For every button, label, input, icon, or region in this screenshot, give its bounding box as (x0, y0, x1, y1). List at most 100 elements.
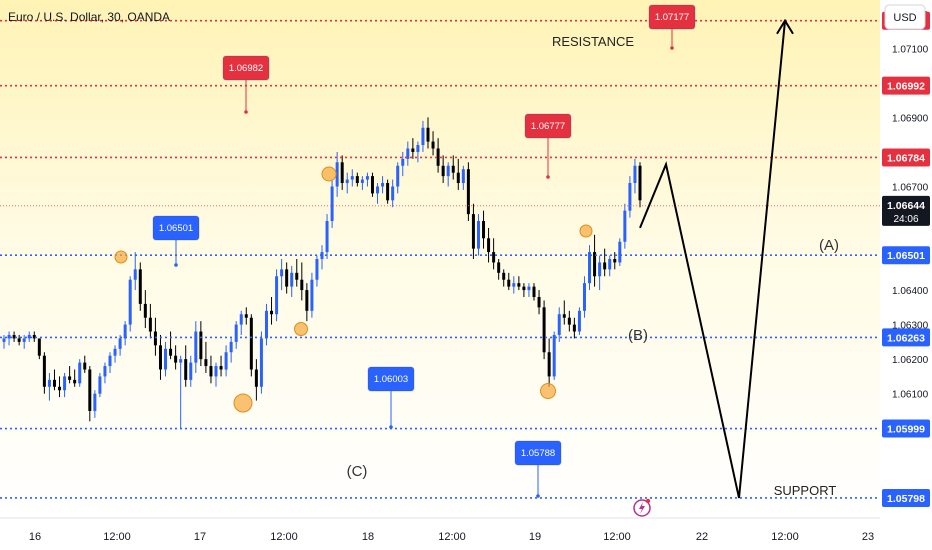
time-tick-label: 17 (194, 531, 206, 543)
price-level-tag-label: 1.06784 (887, 152, 925, 164)
candle-body (482, 221, 486, 239)
price-level-tag (882, 419, 930, 438)
candle-body (52, 379, 56, 387)
candle-body (199, 331, 203, 360)
wave-a-label: (A) (819, 237, 839, 254)
candle-body (451, 165, 455, 173)
time-axis[interactable]: 16 12:00 17 12:00 18 12:00 19 12:00 22 12:00 23 (0, 517, 932, 550)
candle-body (219, 366, 223, 370)
candle-body (386, 183, 390, 201)
candle-body (633, 165, 637, 184)
swing-markers (114, 166, 593, 413)
price-level-tag-label: 1.06992 (887, 81, 925, 93)
price-level-tag (882, 246, 930, 265)
candle-body (78, 362, 82, 384)
candle-body (27, 334, 31, 339)
candle-body (360, 179, 364, 184)
candle-body (411, 148, 415, 152)
candle-body (7, 334, 11, 339)
price-tick-label: 1.06200 (892, 355, 929, 366)
price-axis[interactable]: 1.060001.061001.062001.063001.064001.065… (880, 0, 932, 518)
swing-marker (321, 166, 337, 182)
candle-body (582, 283, 586, 311)
price-level-tag (882, 488, 930, 507)
price-tick-label: 1.06300 (892, 321, 929, 332)
candle-body (517, 283, 521, 287)
candle-body (249, 317, 253, 370)
time-tick-label: 12:00 (270, 531, 298, 543)
candle-body (547, 352, 551, 377)
price-level-tag-label: 1.05798 (887, 493, 925, 505)
price-tick-label: 1.06900 (892, 113, 929, 124)
price-level-tag-label: 1.05999 (887, 424, 925, 436)
price-level-tag (882, 148, 930, 167)
price-callout-label: 1.06003 (374, 374, 408, 385)
candle-body (532, 286, 536, 297)
time-tick-label: 12:00 (438, 531, 466, 543)
candle-body (512, 283, 516, 287)
candle-body (63, 376, 67, 391)
candle-body (93, 393, 97, 411)
price-callout (514, 440, 562, 466)
candle-body (557, 314, 561, 335)
candle-body (280, 269, 284, 277)
swing-marker (114, 250, 128, 264)
candle-body (401, 158, 405, 166)
candle-body (350, 176, 354, 180)
candle-body (128, 279, 132, 325)
candle-body (179, 359, 183, 363)
resistance-label: RESISTANCE (552, 34, 634, 49)
candle-body (184, 359, 188, 380)
candle-body (42, 355, 46, 387)
candle-body (562, 314, 566, 318)
callout-anchor (546, 175, 550, 179)
candle-body (325, 221, 329, 253)
price-callout-label: 1.05788 (521, 448, 555, 459)
wave-b-label: (B) (628, 327, 648, 344)
time-tick-label: 18 (362, 531, 374, 543)
price-tick-label: 1.06100 (892, 390, 929, 401)
lightning-icon[interactable] (633, 498, 651, 517)
price-level-tag-label: 1.06501 (887, 250, 925, 262)
swing-marker (294, 322, 308, 336)
projection-layer (639, 18, 794, 499)
callout-anchor (670, 46, 674, 50)
price-callout-label: 1.06777 (531, 121, 565, 132)
candle-body (270, 310, 274, 315)
candle-body (613, 259, 617, 263)
candle-body (244, 314, 248, 318)
candle-body (133, 269, 137, 280)
candle-body (310, 279, 314, 311)
candle-body (17, 338, 21, 342)
callout-anchor (389, 425, 393, 429)
candle-body (285, 269, 289, 287)
candle-body (194, 331, 198, 363)
candle-body (315, 259, 319, 280)
levels-layer (0, 19, 880, 499)
time-tick-label: 12:00 (603, 531, 631, 543)
countdown-label: 24:06 (893, 214, 918, 225)
current-price-label: 1.06644 (887, 200, 925, 212)
candle-body (224, 352, 228, 370)
candle-body (345, 179, 349, 184)
callouts-layer: 1.06982 1.06777 1.07177 1.06501 1.06003 1.057… (152, 4, 696, 498)
candle-body (189, 362, 193, 380)
price-callout (524, 113, 572, 139)
callout-anchor (536, 494, 540, 498)
currency-button[interactable]: USD (884, 4, 926, 30)
candle-body (330, 186, 334, 222)
candle-body (88, 369, 92, 411)
candle-body (209, 366, 213, 377)
candle-body (254, 369, 258, 387)
candle-body (32, 334, 36, 339)
callout-anchor (174, 263, 178, 267)
candle-body (381, 183, 385, 187)
candle-body (365, 176, 369, 180)
candle-body (376, 186, 380, 194)
price-callout (367, 366, 415, 392)
candle-body (300, 279, 304, 291)
swing-marker (540, 383, 556, 399)
candle-body (118, 338, 122, 349)
candle-body (406, 148, 410, 159)
